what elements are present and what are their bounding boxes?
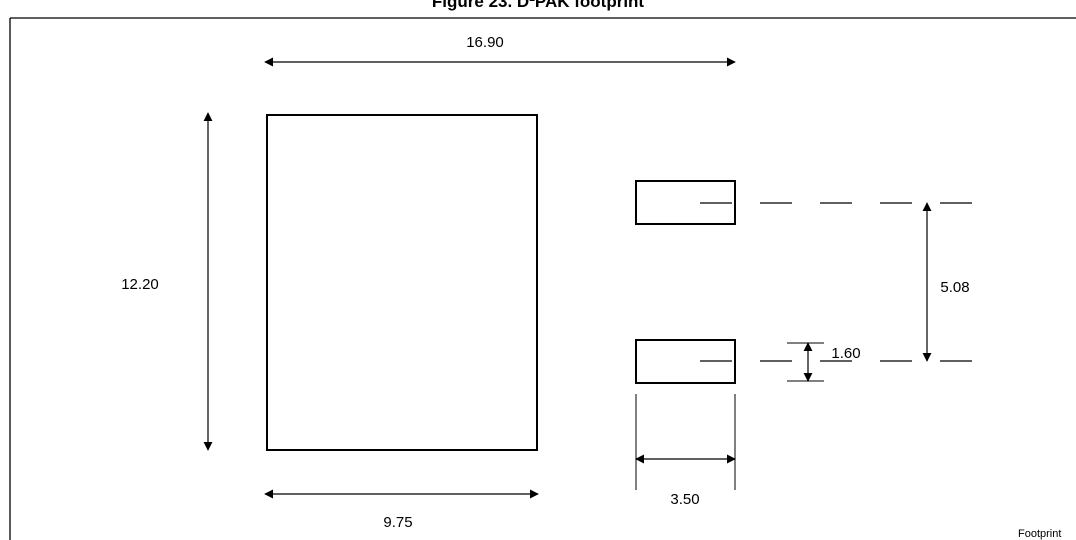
overall-width-label: 16.90: [466, 34, 504, 51]
lead-width-label: 3.50: [670, 491, 699, 508]
figure-title: Figure 23. D²PAK footprint: [432, 0, 645, 11]
tab-width-label: 9.75: [383, 514, 412, 531]
lead-height-label: 1.60: [831, 345, 860, 362]
pitch-label: 5.08: [940, 279, 969, 296]
height-label: 12.20: [121, 276, 159, 293]
drawing-code-label: Footprint: [1018, 528, 1061, 540]
tab-pad: [266, 114, 538, 451]
